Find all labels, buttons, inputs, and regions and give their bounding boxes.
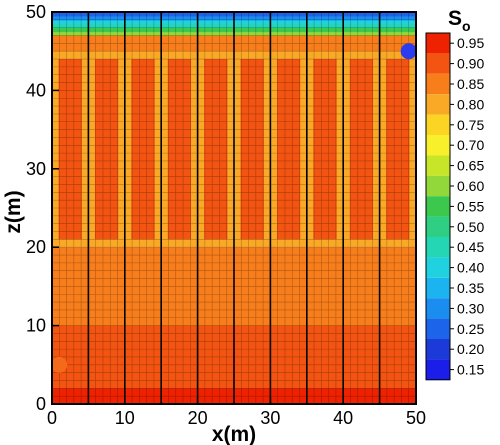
- region-2-column-2: [131, 59, 155, 240]
- x-tick-label-3: 30: [260, 408, 280, 428]
- colorbar-label-4: 0.75: [457, 117, 484, 133]
- x-tick-label-5: 50: [406, 408, 426, 428]
- colorbar-label-1: 0.90: [457, 56, 484, 72]
- colorbar-label-15: 0.20: [457, 341, 484, 357]
- region-2-column-6: [276, 59, 301, 240]
- colorbar-swatch-6: [426, 155, 450, 176]
- colorbar-title-subscript: o: [462, 18, 471, 34]
- colorbar-swatch-4: [426, 114, 450, 135]
- colorbar-label-14: 0.25: [457, 321, 484, 337]
- colorbar-frame: [425, 32, 451, 381]
- y-axis-title: z(m): [2, 190, 25, 233]
- colorbar-title-main: S: [448, 7, 462, 30]
- x-tick-label-4: 40: [333, 408, 353, 428]
- x-axis-title: x(m): [212, 423, 256, 445]
- colorbar-title: So: [448, 7, 471, 34]
- colorbar-swatch-2: [426, 73, 450, 95]
- colorbar-swatch-16: [426, 359, 450, 380]
- colorbar-label-9: 0.50: [457, 219, 484, 235]
- colorbar-swatch-1: [426, 53, 450, 74]
- colorbar-swatch-11: [426, 257, 450, 278]
- region-2-column-0: [58, 59, 82, 240]
- well-markers: [51, 43, 417, 373]
- y-tick-label-4: 40: [26, 80, 46, 100]
- region-2-column-3: [167, 59, 192, 240]
- region-2-column-5: [240, 59, 264, 240]
- plot-frame: [51, 11, 417, 405]
- y-tick-label-5: 50: [26, 2, 46, 22]
- colorbar-swatch-8: [426, 196, 450, 217]
- region-2-column-4: [204, 59, 228, 240]
- colorbar-swatch-7: [426, 175, 450, 197]
- region-2-column-7: [313, 59, 337, 240]
- colorbar-swatch-15: [426, 339, 450, 360]
- colorbar-label-13: 0.30: [457, 300, 484, 316]
- colorbar-label-16: 0.15: [457, 362, 484, 378]
- region-2-column-1: [94, 59, 119, 240]
- colorbar-label-10: 0.45: [457, 239, 484, 255]
- colorbar-swatch-12: [426, 277, 450, 299]
- y-tick-label-3: 30: [26, 159, 46, 179]
- colorbar-label-0: 0.95: [457, 35, 484, 51]
- y-tick-label-0: 0: [36, 394, 46, 414]
- colorbar-label-8: 0.55: [457, 198, 484, 214]
- x-tick-label-0: 0: [47, 408, 57, 428]
- x-tick-label-1: 10: [115, 408, 135, 428]
- colorbar-swatch-9: [426, 216, 450, 237]
- colorbar-label-12: 0.35: [457, 280, 484, 296]
- region-2-column-8: [349, 59, 374, 240]
- colorbar-swatch-13: [426, 298, 450, 319]
- x-tick-label-2: 20: [188, 408, 208, 428]
- y-tick-label-1: 10: [26, 316, 46, 336]
- colorbar-label-11: 0.40: [457, 260, 484, 276]
- colorbar-label-5: 0.70: [457, 137, 484, 153]
- colorbar-label-6: 0.65: [457, 158, 484, 174]
- mesh-grid: [51, 11, 417, 405]
- colorbar-swatch-10: [426, 237, 450, 258]
- colorbar-label-2: 0.85: [457, 76, 484, 92]
- colorbar-label-3: 0.80: [457, 96, 484, 112]
- colorbar-swatch-0: [426, 33, 450, 54]
- axis-ticks: 0 10 20 30 40 50 0 10 20 30 40 50: [26, 2, 426, 428]
- colorbar-swatch-3: [426, 94, 450, 115]
- region-2-column-9: [386, 59, 410, 240]
- colorbar-swatch-5: [426, 135, 450, 156]
- colorbar: 0.95 0.90 0.85 0.80 0.75 0.70 0.65 0.60 0.55 0.50…: [425, 32, 484, 381]
- marker-producer: [400, 43, 417, 60]
- colorbar-label-7: 0.60: [457, 178, 484, 194]
- colorbar-swatch-14: [426, 318, 450, 339]
- marker-injector: [51, 356, 68, 373]
- y-tick-label-2: 20: [26, 237, 46, 257]
